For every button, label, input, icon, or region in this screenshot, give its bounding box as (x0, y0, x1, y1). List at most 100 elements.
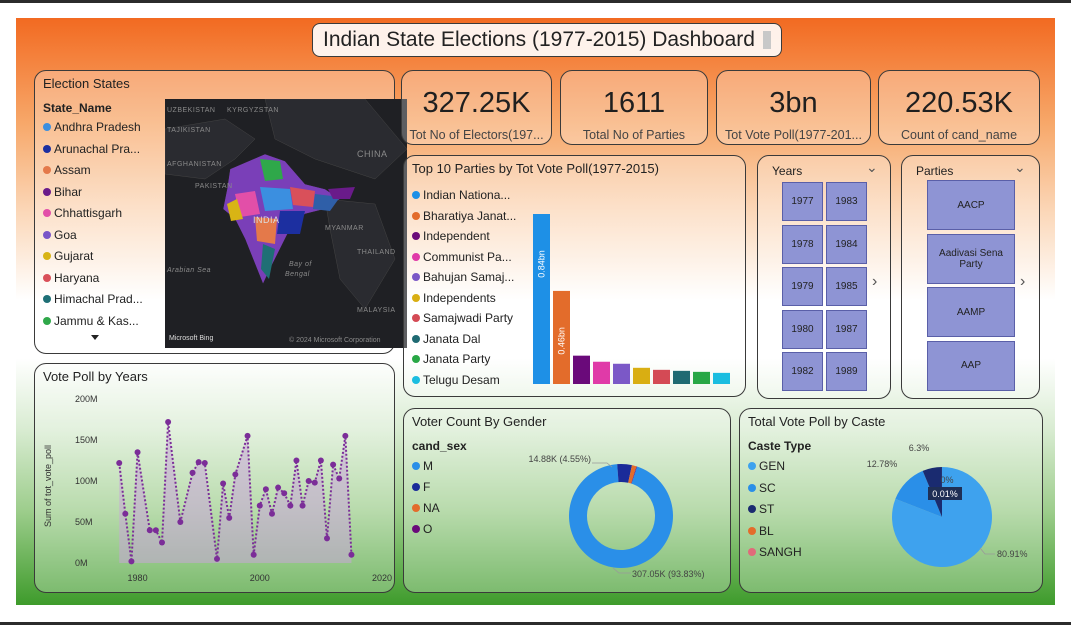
data-point[interactable] (299, 502, 306, 509)
data-point[interactable] (201, 459, 208, 466)
data-point[interactable] (177, 519, 184, 525)
data-point[interactable] (152, 527, 159, 534)
bar-8[interactable] (693, 371, 710, 384)
party-legend-item[interactable]: Independents (412, 291, 496, 305)
year-button[interactable]: 1989 (826, 352, 867, 391)
parties-chevron-down-icon[interactable]: ⌄ (1014, 159, 1026, 175)
slice-sc[interactable] (895, 470, 942, 517)
bar-4[interactable] (613, 363, 630, 384)
data-point[interactable] (269, 510, 275, 517)
data-point[interactable] (189, 469, 196, 476)
party-legend-item[interactable]: Indian Nationa... (412, 188, 510, 202)
slice-label: 12.78% (867, 459, 898, 469)
data-point[interactable] (287, 502, 294, 509)
data-point[interactable] (250, 551, 257, 558)
state-legend-item[interactable]: Haryana (43, 271, 99, 285)
state-legend-item[interactable]: Chhattisgarh (43, 206, 122, 220)
data-point[interactable] (348, 551, 355, 558)
data-point[interactable] (232, 471, 239, 478)
data-point[interactable] (214, 555, 220, 562)
data-point[interactable] (330, 461, 337, 468)
slice-f[interactable] (617, 464, 632, 483)
years-next-arrow-icon[interactable]: › (872, 273, 878, 290)
party-legend-item[interactable]: Janata Dal (412, 332, 480, 346)
party-legend-item[interactable]: Samajwadi Party (412, 311, 513, 325)
data-point[interactable] (122, 510, 129, 517)
bar-7[interactable] (673, 370, 690, 384)
parties-next-arrow-icon[interactable]: › (1020, 273, 1026, 290)
gender-legend-item[interactable]: O (412, 522, 432, 536)
state-legend-item[interactable]: Jammu & Kas... (43, 314, 139, 328)
data-point[interactable] (146, 527, 153, 534)
gender-legend-item[interactable]: M (412, 459, 433, 473)
data-point[interactable] (165, 418, 172, 425)
bar-6[interactable] (653, 369, 670, 384)
gender-legend-item[interactable]: F (412, 480, 430, 494)
caste-legend-item[interactable]: ST (748, 502, 774, 516)
gender-legend-item[interactable]: NA (412, 501, 440, 515)
data-point[interactable] (159, 539, 165, 546)
state-legend-item[interactable]: Assam (43, 163, 91, 177)
data-point[interactable] (262, 486, 269, 493)
data-point[interactable] (324, 535, 330, 542)
state-legend-item[interactable]: Goa (43, 228, 77, 242)
data-point[interactable] (195, 459, 202, 466)
data-point[interactable] (226, 514, 233, 521)
data-point[interactable] (281, 490, 288, 497)
caste-legend-item[interactable]: SC (748, 481, 776, 495)
bar-5[interactable] (633, 367, 650, 384)
year-button[interactable]: 1980 (782, 309, 823, 349)
year-button[interactable]: 1982 (782, 352, 823, 391)
party-legend-item[interactable]: Bharatiya Janat... (412, 209, 516, 223)
caste-legend-item[interactable]: BL (748, 524, 774, 538)
party-legend-item[interactable]: Independent (412, 229, 490, 243)
year-button[interactable]: 1977 (782, 182, 823, 221)
data-point[interactable] (336, 475, 343, 482)
year-button[interactable]: 1987 (826, 309, 867, 349)
year-button[interactable]: 1983 (826, 182, 867, 221)
legend-dot-icon (748, 462, 756, 470)
state-legend-item[interactable]: Himachal Prad... (43, 292, 143, 306)
data-point[interactable] (342, 432, 349, 439)
data-point[interactable] (311, 479, 318, 486)
india-map[interactable]: UZBEKISTAN KYRGYZSTAN TAJIKISTAN CHINA A… (165, 99, 407, 348)
party-legend-item[interactable]: Telugu Desam (412, 373, 500, 387)
party-legend-item[interactable]: Janata Party (412, 352, 490, 366)
slice-o[interactable] (631, 466, 638, 484)
year-button[interactable]: 1985 (826, 267, 867, 306)
year-button[interactable]: 1979 (782, 267, 823, 306)
year-button[interactable]: 1978 (782, 224, 823, 264)
slice-m[interactable] (569, 464, 673, 568)
party-legend-item[interactable]: Bahujan Samaj... (412, 270, 514, 284)
data-point[interactable] (305, 478, 312, 484)
bar-1[interactable] (553, 290, 570, 384)
data-point[interactable] (293, 457, 300, 464)
party-legend-item[interactable]: Communist Pa... (412, 250, 512, 264)
data-point[interactable] (275, 484, 282, 491)
bar-2[interactable] (573, 355, 590, 384)
caste-legend-item[interactable]: SANGH (748, 545, 802, 559)
years-chevron-down-icon[interactable]: ⌄ (866, 159, 878, 175)
caste-legend-item[interactable]: GEN (748, 459, 785, 473)
data-point[interactable] (220, 480, 227, 487)
bar-9[interactable] (713, 372, 730, 384)
party-button[interactable]: Aadivasi Sena Party (927, 233, 1015, 284)
legend-more-arrow-icon[interactable] (91, 335, 99, 340)
state-legend-item[interactable]: Arunachal Pra... (43, 142, 140, 156)
state-legend-item[interactable]: Andhra Pradesh (43, 120, 141, 134)
year-button[interactable]: 1984 (826, 224, 867, 264)
data-point[interactable] (244, 432, 251, 439)
party-button[interactable]: AAMP (927, 287, 1015, 337)
data-point[interactable] (256, 502, 263, 509)
state-legend-item[interactable]: Bihar (43, 185, 82, 199)
data-point[interactable] (134, 449, 141, 456)
slice-na[interactable] (628, 465, 637, 484)
data-point[interactable] (116, 459, 123, 466)
state-legend-item[interactable]: Gujarat (43, 249, 93, 263)
party-button[interactable]: AACP (927, 180, 1015, 230)
data-point[interactable] (128, 558, 135, 565)
bar-3[interactable] (593, 361, 610, 384)
party-button[interactable]: AAP (927, 340, 1015, 391)
data-point[interactable] (317, 457, 324, 464)
bar-0[interactable] (533, 214, 550, 384)
